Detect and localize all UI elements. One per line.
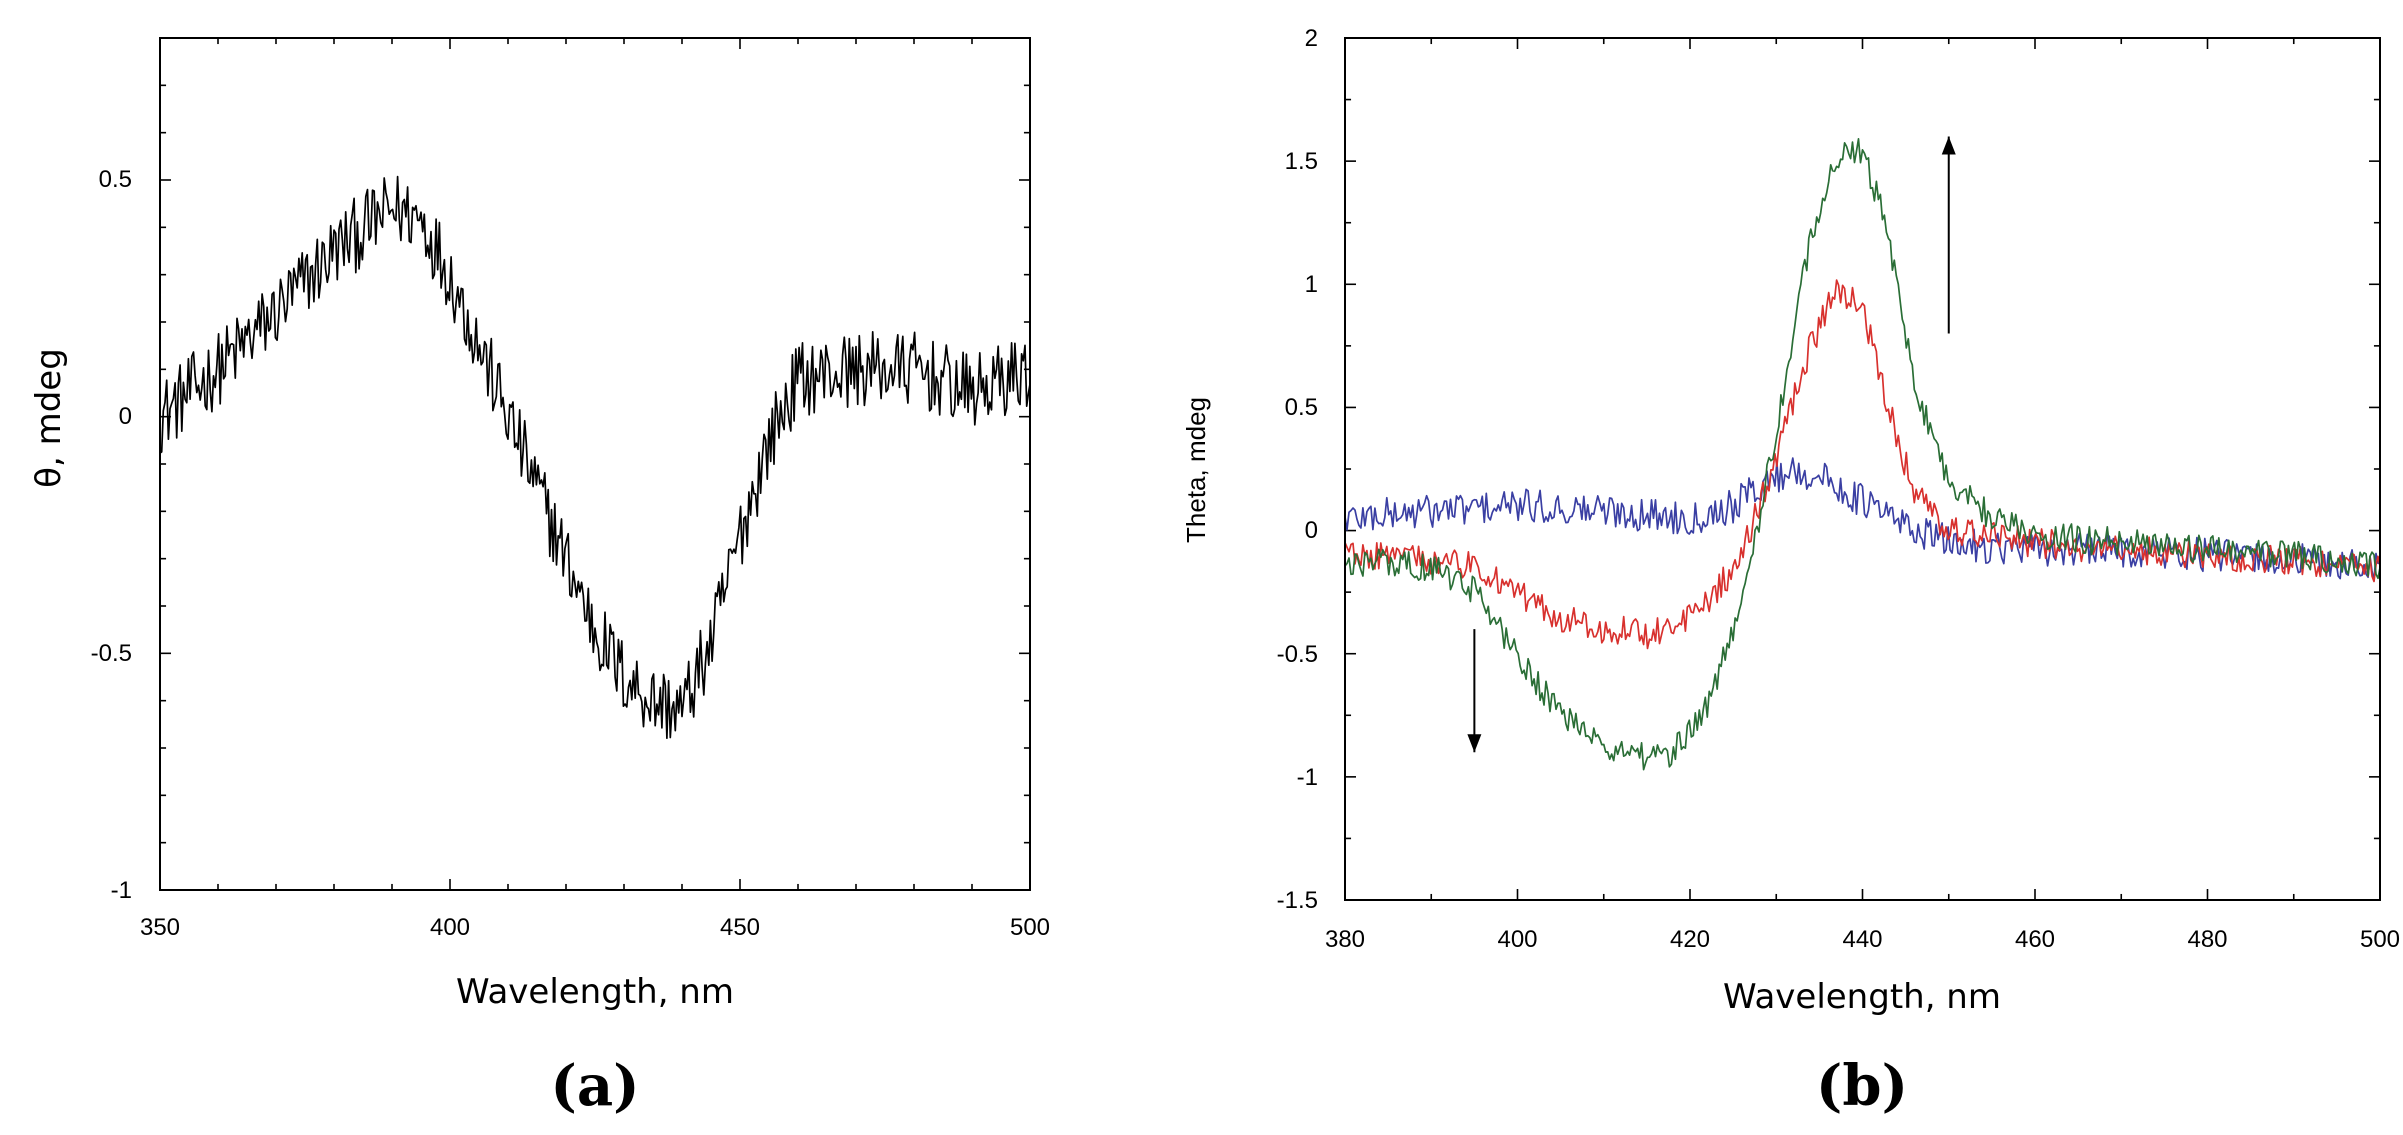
panel-b-y-tick-label: 2 [1305,25,1318,52]
panel-b-y-axis-title: Theta, mdeg [1181,397,1211,543]
panel-b-x-axis-title: Wavelength, nm [1723,977,2001,1017]
panel-b-y-tick-label: -1 [1297,764,1318,791]
panel-b-y-tick-label: 0 [1305,517,1318,544]
panel-a-label: (a) [550,1053,639,1119]
series-line-cd-spectrum [159,175,1031,740]
panel-b-x-tick-label: 380 [1325,926,1365,953]
panel-a-y-axis-title: θ, mdeg [29,348,69,488]
panel-a-y-tick-label: -1 [111,877,132,904]
panel-a-y-tick-label: 0 [119,403,132,430]
panel-b-x-tick-label: 480 [2187,926,2227,953]
panel-a-x-tick-labels: 350 400 450 500 [140,914,1050,941]
panel-b-y-tick-label: 1.5 [1285,148,1318,175]
panel-b-annotations [1467,136,1956,753]
panel-b-y-tick-label: 1 [1305,271,1318,298]
chart-panel-b: 380 400 420 440 460 480 500 -1.5 -1 -0.5… [1181,25,2400,1119]
panel-a-x-tick-label: 400 [430,914,470,941]
panel-a-x-axis-title: Wavelength, nm [456,972,734,1012]
panel-a-x-tick-label: 450 [720,914,760,941]
panel-a-ticks [159,37,1031,891]
panel-a-x-tick-label: 500 [1010,914,1050,941]
arrow-up-icon [1941,136,1956,155]
panel-b-series [1344,138,2381,771]
panel-b-y-tick-label: -1.5 [1277,887,1318,914]
panel-b-x-tick-label: 420 [1670,926,1710,953]
panel-b-y-tick-label: -0.5 [1277,641,1318,668]
panel-b-x-tick-labels: 380 400 420 440 460 480 500 [1325,926,2400,953]
series-line-green [1344,138,2381,771]
series-line-red [1344,279,2381,650]
panel-a-y-tick-label: -0.5 [91,640,132,667]
panel-b-x-tick-label: 400 [1497,926,1537,953]
panel-b-x-tick-label: 500 [2360,926,2400,953]
panel-b-y-tick-labels: -1.5 -1 -0.5 0 0.5 1 1.5 2 [1277,25,1318,914]
panel-a-y-tick-label: 0.5 [99,166,132,193]
panel-b-y-tick-label: 0.5 [1285,394,1318,421]
panel-a-series [159,175,1031,740]
panel-a-y-tick-labels: -1 -0.5 0 0.5 [91,166,132,904]
chart-panel-a: 350 400 450 500 -1 -0.5 0 0.5 Wavelength… [29,37,1050,1119]
panel-b-label: (b) [1816,1053,1908,1119]
panel-a-frame [159,37,1031,891]
panel-b-x-tick-label: 440 [1842,926,1882,953]
panel-a-x-tick-label: 350 [140,914,180,941]
panel-b-frame [1344,37,2381,901]
panel-b-ticks [1344,37,2381,901]
series-line-blue [1344,457,2381,582]
arrow-down-icon [1467,734,1482,753]
panel-b-x-tick-label: 460 [2015,926,2055,953]
